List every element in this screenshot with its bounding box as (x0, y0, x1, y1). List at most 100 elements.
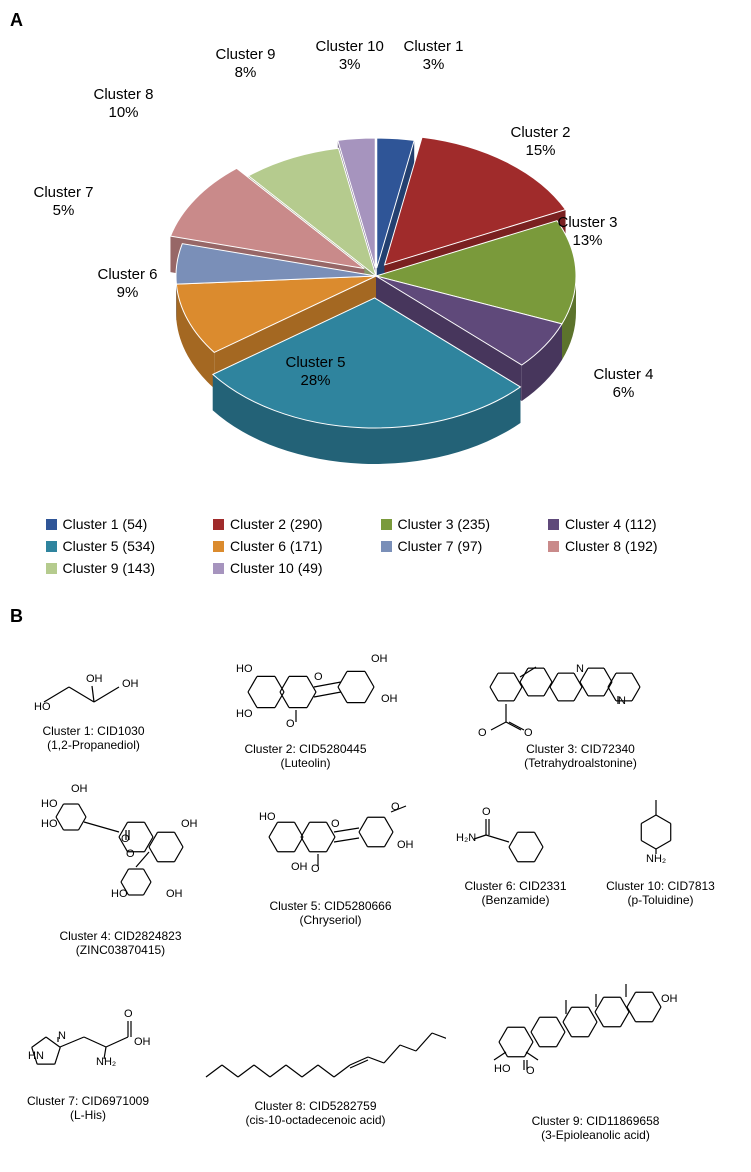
slice-name: Cluster 9 (216, 46, 276, 64)
slice-pct: 10% (94, 104, 154, 122)
legend-item: Cluster 1 (54) (46, 516, 204, 532)
slice-pct: 9% (98, 284, 158, 302)
svg-text:OH: OH (661, 993, 678, 1005)
structure-caption: Cluster 1: CID1030 (34, 724, 154, 738)
structure-caption: Cluster 7: CID6971009 (16, 1094, 161, 1108)
legend-label: Cluster 6 (171) (230, 538, 323, 554)
structure-caption: Cluster 9: CID11869658 (466, 1114, 726, 1128)
svg-text:HO: HO (236, 708, 253, 720)
legend-item: Cluster 3 (235) (381, 516, 539, 532)
legend-item: Cluster 4 (112) (548, 516, 706, 532)
slice-pct: 13% (558, 232, 618, 250)
svg-text:OH: OH (86, 673, 103, 685)
svg-text:OH: OH (134, 1036, 151, 1048)
legend-swatch (213, 563, 224, 574)
structure-subcaption: (Luteolin) (206, 756, 406, 770)
structure-drawing: HOOHOOOHO (231, 782, 431, 897)
svg-text:O: O (478, 727, 487, 739)
pie-slice-label: Cluster 75% (34, 184, 94, 220)
structure-subcaption: (L-His) (16, 1108, 161, 1122)
svg-text:O: O (311, 863, 320, 875)
svg-text:OH: OH (181, 818, 198, 830)
legend-item: Cluster 9 (143) (46, 560, 204, 576)
legend-swatch (381, 519, 392, 530)
structure-drawing: HOHOOOHOHO (206, 632, 406, 740)
svg-text:O: O (482, 807, 491, 818)
slice-name: Cluster 8 (94, 86, 154, 104)
slice-pct: 3% (316, 56, 384, 74)
legend-item: Cluster 6 (171) (213, 538, 371, 554)
svg-text:N: N (576, 663, 584, 675)
svg-text:O: O (124, 1008, 133, 1020)
structure-drawing: HNNOOHNH₂ (16, 987, 161, 1092)
svg-text:OH: OH (166, 888, 183, 900)
structure-subcaption: (Benzamide) (446, 893, 586, 907)
svg-text:HO: HO (34, 701, 51, 713)
legend-swatch (548, 519, 559, 530)
svg-text:HO: HO (236, 663, 253, 675)
slice-name: Cluster 5 (286, 354, 346, 372)
legend-swatch (46, 541, 57, 552)
svg-text:O: O (126, 848, 135, 860)
slice-pct: 28% (286, 372, 346, 390)
structure-caption: Cluster 10: CID7813 (601, 879, 721, 893)
structure-item: NH₂Cluster 10: CID7813(p-Toluidine) (601, 792, 721, 908)
legend-swatch (46, 563, 57, 574)
slice-name: Cluster 2 (511, 124, 571, 142)
legend-label: Cluster 8 (192) (565, 538, 658, 554)
pie-slice-label: Cluster 528% (286, 354, 346, 390)
structure-item: HOOHOHCluster 1: CID1030(1,2-Propanediol… (34, 672, 154, 753)
pie-slice-label: Cluster 98% (216, 46, 276, 82)
svg-text:OH: OH (291, 861, 308, 873)
legend-item: Cluster 2 (290) (213, 516, 371, 532)
legend-item: Cluster 10 (49) (213, 560, 371, 576)
structure-subcaption: (Chryseriol) (231, 913, 431, 927)
pie-chart-region: Cluster 13%Cluster 215%Cluster 313%Clust… (26, 36, 726, 496)
slice-pct: 6% (594, 384, 654, 402)
legend-label: Cluster 2 (290) (230, 516, 323, 532)
structure-subcaption: (Tetrahydroalstonine) (456, 756, 706, 770)
pie-slice-label: Cluster 810% (94, 86, 154, 122)
pie-slice-label: Cluster 13% (404, 38, 464, 74)
structure-item: HOHOOHHOOHOHOOCluster 4: CID2824823(ZINC… (16, 782, 226, 958)
structure-item: HOOHOOOHOCluster 5: CID5280666(Chryserio… (231, 782, 431, 928)
structure-drawing: NNOO (456, 632, 706, 740)
slice-name: Cluster 6 (98, 266, 158, 284)
legend-label: Cluster 1 (54) (63, 516, 148, 532)
legend-label: Cluster 7 (97) (398, 538, 483, 554)
legend-swatch (548, 541, 559, 552)
structure-item: OH₂NCluster 6: CID2331(Benzamide) (446, 807, 586, 908)
slice-name: Cluster 10 (316, 38, 384, 56)
svg-text:OH: OH (122, 678, 139, 690)
slice-pct: 3% (404, 56, 464, 74)
legend-label: Cluster 4 (112) (565, 516, 657, 532)
slice-name: Cluster 4 (594, 366, 654, 384)
legend-swatch (381, 541, 392, 552)
structure-subcaption: (cis-10-octadecenoic acid) (186, 1113, 446, 1127)
structure-drawing: HOHOOHHOOHOHOO (16, 782, 226, 927)
structure-item: OOHCluster 8: CID5282759(cis-10-octadece… (186, 967, 446, 1128)
slice-pct: 5% (34, 202, 94, 220)
legend-label: Cluster 9 (143) (63, 560, 156, 576)
legend-label: Cluster 10 (49) (230, 560, 323, 576)
structure-caption: Cluster 2: CID5280445 (206, 742, 406, 756)
svg-text:O: O (286, 718, 295, 730)
svg-text:HO: HO (494, 1063, 511, 1075)
svg-text:HO: HO (41, 818, 58, 830)
svg-text:OH: OH (71, 783, 88, 795)
pie-slice-label: Cluster 46% (594, 366, 654, 402)
slice-name: Cluster 1 (404, 38, 464, 56)
svg-text:OH: OH (397, 839, 414, 851)
slice-pct: 15% (511, 142, 571, 160)
legend-swatch (213, 519, 224, 530)
legend-item: Cluster 5 (534) (46, 538, 204, 554)
pie-slice-label: Cluster 313% (558, 214, 618, 250)
panel-b-label: B (10, 606, 741, 627)
legend-swatch (46, 519, 57, 530)
structure-caption: Cluster 8: CID5282759 (186, 1099, 446, 1113)
legend: Cluster 1 (54) Cluster 2 (290) Cluster 3 (… (46, 516, 706, 576)
structure-subcaption: (ZINC03870415) (16, 943, 226, 957)
pie-slice-label: Cluster 103% (316, 38, 384, 74)
svg-text:NH₂: NH₂ (96, 1056, 116, 1068)
structure-item: OHHOOCluster 9: CID11869658(3-Epioleanol… (466, 952, 726, 1143)
